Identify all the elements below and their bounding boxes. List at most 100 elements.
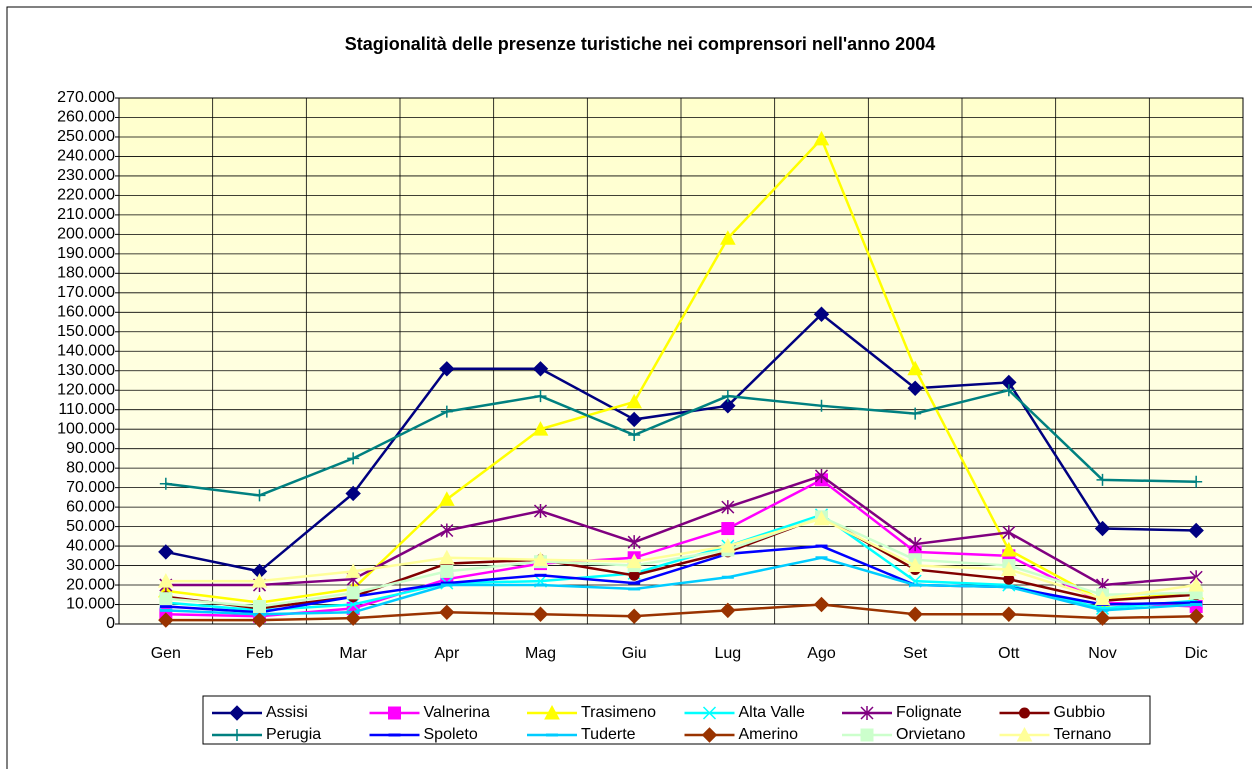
- marker: [626, 553, 643, 569]
- marker: [626, 608, 642, 624]
- y-tick-label: 220.000: [57, 187, 115, 204]
- series-line: [165, 515, 1197, 608]
- marker: [345, 610, 361, 626]
- marker: [860, 728, 874, 742]
- marker: [627, 535, 641, 550]
- marker: [533, 504, 548, 519]
- y-tick-label: 60.000: [66, 498, 115, 515]
- marker: [251, 612, 268, 628]
- y-tick-label: 20.000: [66, 576, 115, 593]
- marker: [347, 452, 360, 465]
- marker: [1002, 384, 1015, 397]
- y-tick-label: 150.000: [57, 323, 115, 340]
- marker: [440, 564, 454, 578]
- marker: [532, 361, 549, 377]
- legend-label: Perugia: [266, 726, 321, 743]
- marker: [815, 399, 828, 412]
- x-tick-label: Set: [903, 645, 928, 662]
- y-tick-label: 70.000: [66, 479, 115, 496]
- legend-label: Valnerina: [424, 704, 491, 721]
- y-tick-label: 30.000: [66, 557, 115, 574]
- y-tick-label: 270.000: [57, 89, 115, 106]
- y-tick-label: 160.000: [57, 304, 115, 321]
- series-line: [165, 556, 1197, 616]
- y-tick-label: 90.000: [66, 440, 115, 457]
- marker: [440, 523, 454, 538]
- marker: [702, 706, 717, 720]
- marker: [158, 544, 174, 560]
- series-line: [165, 136, 1197, 604]
- series-line: [165, 388, 1197, 497]
- x-tick-label: Mar: [339, 645, 367, 662]
- marker: [440, 405, 453, 418]
- marker: [532, 606, 549, 622]
- legend-label: Tuderte: [581, 726, 636, 743]
- marker: [1096, 473, 1109, 486]
- marker: [532, 551, 549, 567]
- y-tick-label: 140.000: [57, 342, 115, 359]
- marker: [1019, 707, 1030, 719]
- x-tick-label: Ago: [807, 645, 836, 662]
- legend-label: Amerino: [739, 726, 799, 743]
- marker: [229, 705, 245, 721]
- series-line: [165, 478, 1197, 618]
- x-tick-label: Giu: [622, 645, 647, 662]
- marker: [1000, 541, 1017, 557]
- marker: [626, 411, 642, 428]
- marker: [532, 421, 549, 436]
- marker: [909, 407, 922, 420]
- x-tick-label: Apr: [434, 645, 460, 662]
- y-tick-label: 240.000: [57, 148, 115, 165]
- y-tick-label: 180.000: [57, 265, 115, 282]
- marker: [159, 592, 173, 606]
- marker: [1001, 606, 1017, 622]
- y-tick-label: 190.000: [57, 245, 115, 262]
- legend-label: Ternano: [1054, 726, 1112, 743]
- legend-label: Alta Valle: [739, 704, 806, 721]
- chart-title: Stagionalità delle presenze turistiche n…: [345, 34, 935, 54]
- marker: [345, 485, 361, 502]
- series-line: [165, 603, 1197, 622]
- marker: [1016, 726, 1033, 742]
- marker: [907, 360, 924, 376]
- marker: [253, 489, 266, 502]
- marker: [1188, 522, 1204, 539]
- marker: [626, 393, 643, 409]
- x-tick-label: Dic: [1185, 645, 1208, 662]
- marker: [1188, 576, 1205, 592]
- marker: [813, 306, 830, 322]
- marker: [346, 586, 360, 600]
- marker: [720, 398, 736, 414]
- marker: [860, 706, 874, 720]
- y-tick-label: 250.000: [57, 128, 115, 145]
- marker: [907, 380, 923, 396]
- legend: [202, 695, 1151, 745]
- marker: [438, 491, 455, 506]
- y-tick-label: 50.000: [66, 518, 115, 535]
- marker: [544, 704, 560, 720]
- y-tick-label: 260.000: [57, 109, 115, 126]
- marker: [251, 573, 268, 588]
- y-tick-label: 0: [106, 615, 115, 632]
- y-tick-label: 100.000: [57, 420, 115, 437]
- marker: [439, 361, 455, 377]
- y-tick-label: 170.000: [57, 284, 115, 301]
- marker: [814, 468, 829, 483]
- marker: [701, 727, 718, 743]
- marker: [1094, 610, 1111, 626]
- marker: [1000, 561, 1017, 576]
- y-tick-label: 80.000: [66, 459, 115, 476]
- x-tick-label: Feb: [246, 645, 274, 662]
- legend-label: Spoleto: [424, 726, 478, 743]
- marker: [159, 477, 172, 490]
- marker: [157, 573, 174, 588]
- marker: [907, 606, 923, 622]
- series-line: [165, 517, 1197, 600]
- marker: [908, 537, 922, 552]
- marker: [1094, 520, 1111, 537]
- y-tick-label: 230.000: [57, 167, 115, 184]
- legend-label: Assisi: [266, 704, 308, 721]
- marker: [721, 500, 735, 515]
- marker: [719, 538, 736, 553]
